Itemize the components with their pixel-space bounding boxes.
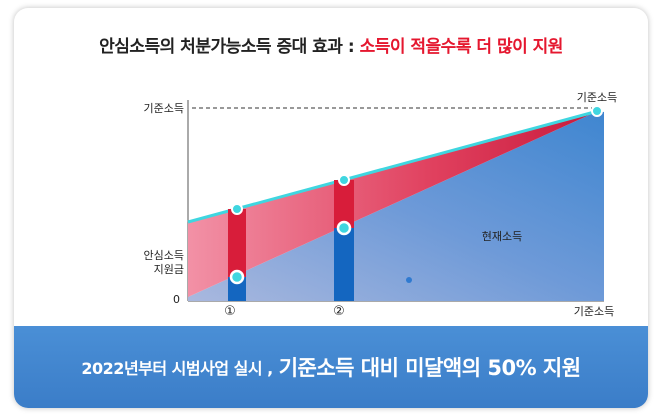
income-bar-1 <box>228 277 246 301</box>
summary-banner: 2022년부터 시범사업 실시 , 기준소득 대비 미달액의 50% 지원 <box>14 326 648 408</box>
marker-2-label: ② <box>333 304 345 319</box>
income-diagram: 기준소득 기준소득 안심소득 지원금 0 현재소득 ① ② 기준소득 <box>144 91 618 319</box>
x-end-label: 기준소득 <box>574 305 614 318</box>
point-2-top <box>338 174 350 186</box>
origin-label: 0 <box>173 293 180 306</box>
point-2-bottom <box>336 220 352 236</box>
current-income-area <box>188 111 604 301</box>
point-1-bottom <box>229 269 245 285</box>
right-top-label: 기준소득 <box>577 91 617 104</box>
current-income-label: 현재소득 <box>482 230 522 243</box>
title-prefix: 안심소득의 처분가능소득 증대 효과 : <box>99 37 360 57</box>
subsidy-bar-2 <box>334 180 354 228</box>
end-point <box>591 105 603 117</box>
point-1-top <box>231 203 243 215</box>
infographic-card: 안심소득의 처분가능소득 증대 효과 : 소득이 적을수록 더 많이 지원 <box>14 8 648 408</box>
page-title: 안심소득의 처분가능소득 증대 효과 : 소득이 적을수록 더 많이 지원 <box>14 32 648 57</box>
subsidy-area <box>188 111 598 297</box>
subsidy-label-line2: 지원금 <box>154 263 184 276</box>
banner-prefix: 2022년부터 시범사업 실시 , <box>81 359 273 378</box>
area-dot <box>406 277 412 283</box>
subsidy-label-line1: 안심소득 <box>144 249 184 262</box>
income-bar-2 <box>334 228 354 301</box>
subsidy-bar-1 <box>228 209 246 277</box>
disposable-income-line <box>187 109 599 224</box>
y-top-label: 기준소득 <box>144 102 184 115</box>
banner-highlight: 기준소득 대비 미달액의 50% 지원 <box>278 356 581 380</box>
marker-1-label: ① <box>224 304 236 319</box>
title-accent: 소득이 적을수록 더 많이 지원 <box>359 37 564 57</box>
